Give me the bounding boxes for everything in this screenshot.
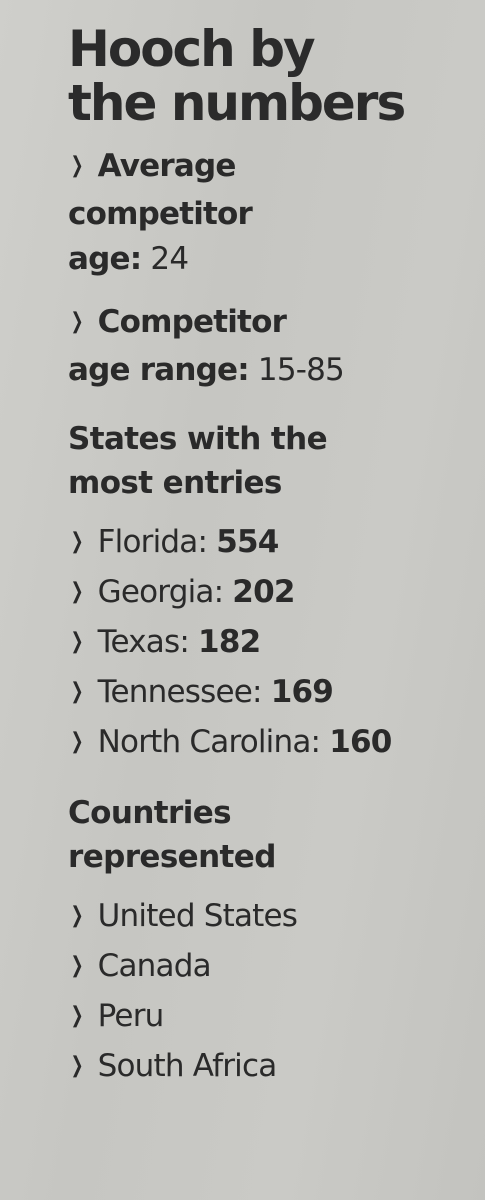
chevron-right-icon: ❯ (70, 1003, 84, 1028)
list-item: ❯ Canada (68, 943, 468, 993)
chevron-right-icon: ❯ (70, 729, 84, 754)
chevron-right-icon: ❯ (70, 529, 84, 554)
stat-label-line: Average (97, 148, 237, 184)
countries-list: ❯ United States ❯ Canada ❯ Peru ❯ South Afri… (68, 893, 468, 1093)
list-item: ❯ Texas: 182 (68, 619, 468, 669)
headline-line-1: Hooch by (68, 20, 316, 78)
stat-label-line: competitor (68, 196, 253, 232)
list-item: ❯ Florida: 554 (68, 519, 468, 569)
stat-average-age: ❯ Average competitor age: 24 (68, 144, 468, 282)
state-name: Georgia: (97, 574, 224, 610)
chevron-right-icon: ❯ (70, 579, 84, 604)
country-name: Peru (97, 998, 165, 1034)
list-item: ❯ United States (68, 893, 468, 943)
state-count: 182 (198, 624, 261, 660)
states-heading-line: States with the (68, 421, 328, 457)
stat-label-line: age: (68, 241, 142, 277)
state-name: Florida: (97, 524, 208, 560)
state-count: 202 (232, 574, 295, 610)
country-name: South Africa (97, 1048, 278, 1084)
stat-label-line: age range: (68, 352, 250, 388)
chevron-right-icon: ❯ (70, 629, 84, 654)
stat-value: 24 (150, 241, 189, 277)
list-item: ❯ Peru (68, 993, 468, 1043)
state-name: Tennessee: (97, 674, 263, 710)
stat-label-line: Competitor (97, 304, 287, 340)
list-item: ❯ Tennessee: 169 (68, 669, 468, 719)
list-item: ❯ Georgia: 202 (68, 569, 468, 619)
states-list: ❯ Florida: 554 ❯ Georgia: 202 ❯ Texas: 182 … (68, 519, 468, 769)
countries-heading: Countries represented (68, 791, 468, 879)
states-heading-line: most entries (68, 465, 282, 501)
headline-line-2: the numbers (68, 74, 406, 132)
headline: Hooch by the numbers (68, 22, 468, 130)
chevron-right-icon: ❯ (70, 953, 84, 978)
infographic-panel: Hooch by the numbers ❯ Average competitor… (68, 22, 468, 1093)
list-item: ❯ South Africa (68, 1043, 468, 1093)
country-name: United States (97, 898, 298, 934)
country-name: Canada (97, 948, 212, 984)
chevron-right-icon: ❯ (70, 679, 84, 704)
chevron-right-icon: ❯ (70, 153, 84, 178)
states-heading: States with the most entries (68, 417, 468, 505)
stat-age-range: ❯ Competitor age range: 15-85 (68, 300, 468, 393)
state-name: North Carolina: (97, 724, 321, 760)
list-item: ❯ North Carolina: 160 (68, 719, 468, 769)
state-count: 160 (329, 724, 392, 760)
state-count: 169 (270, 674, 334, 710)
countries-heading-line: represented (68, 839, 276, 875)
chevron-right-icon: ❯ (70, 903, 84, 928)
state-count: 554 (216, 524, 279, 560)
chevron-right-icon: ❯ (70, 309, 84, 334)
stat-value: 15-85 (257, 352, 345, 388)
chevron-right-icon: ❯ (70, 1053, 84, 1078)
countries-heading-line: Countries (68, 795, 232, 831)
state-name: Texas: (97, 624, 190, 660)
